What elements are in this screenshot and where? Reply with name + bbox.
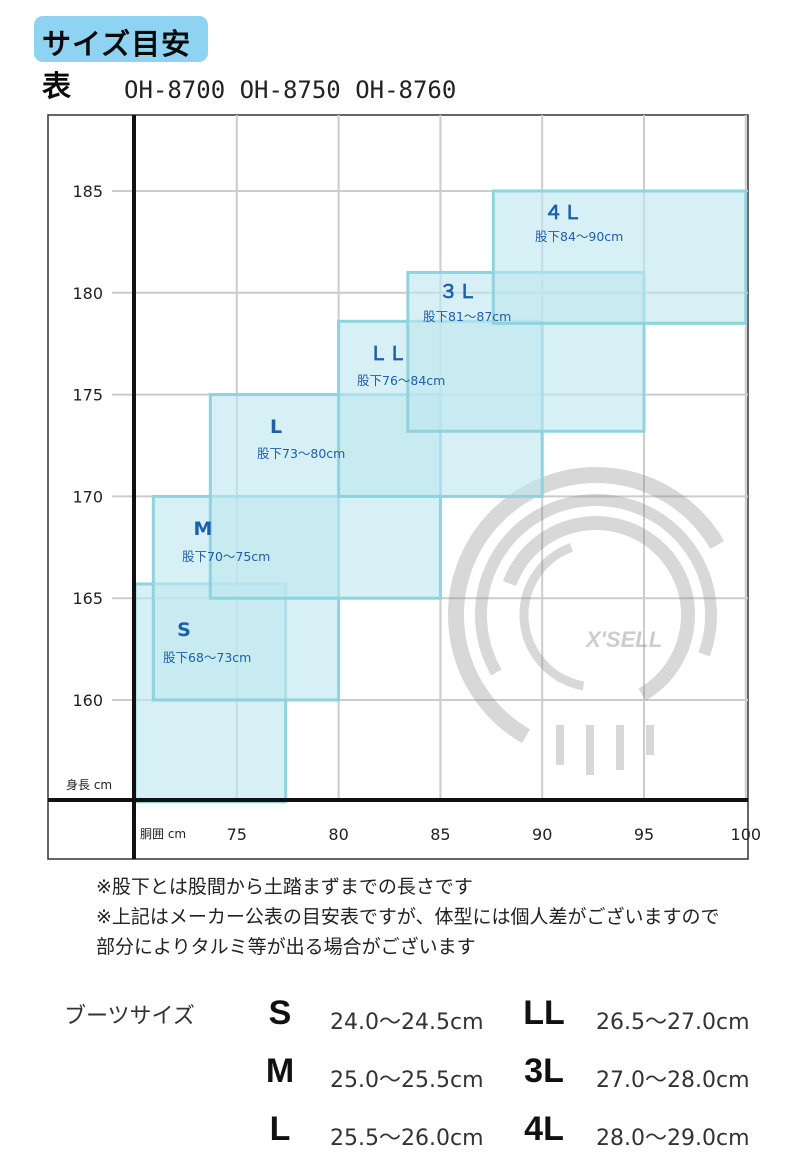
boots-size-ll: LL: [523, 994, 565, 1032]
page-title: サイズ目安表: [42, 27, 192, 103]
boots-size-3l: 3L: [524, 1052, 564, 1090]
x-tick-label: 90: [532, 825, 552, 844]
y-tick-label: 170: [72, 487, 103, 506]
inseam-label: 股下70～75cm: [182, 549, 270, 564]
watermark-arc-outer: [448, 467, 725, 744]
watermark-bar: [556, 725, 564, 765]
x-tick-label: 75: [227, 825, 247, 844]
size-label: ＬＬ: [369, 343, 407, 365]
y-tick-label: 160: [72, 691, 103, 710]
watermark-arc-mid: [475, 494, 717, 676]
boots-range-3l: 27.0～28.0cm: [596, 1068, 750, 1093]
boots-range-ll: 26.5～27.0cm: [596, 1010, 750, 1035]
size-label: ３Ｌ: [439, 281, 477, 303]
inseam-label: 股下76～84cm: [357, 373, 445, 388]
size-box-6: [491, 189, 748, 325]
note-line-2: ※上記はメーカー公表の目安表ですが、体型には個人差がございますので: [96, 906, 720, 928]
watermark-bar: [616, 725, 624, 770]
boots-size-m: M: [265, 1052, 295, 1090]
x-tick-label: 85: [430, 825, 450, 844]
inseam-label: 股下81～87cm: [423, 309, 511, 324]
watermark-bar: [646, 725, 654, 755]
boots-size-4l: 4L: [524, 1110, 564, 1148]
boots-range-m: 25.0～25.5cm: [330, 1068, 484, 1093]
size-label: S: [177, 619, 191, 641]
model-numbers: OH-8700 OH-8750 OH-8760: [124, 76, 457, 104]
boots-size-label: ブーツサイズ: [64, 1004, 195, 1029]
x-tick-label: 95: [634, 825, 654, 844]
inseam-label: 股下84～90cm: [535, 229, 623, 244]
watermark-arc-inner: [502, 516, 695, 701]
boots-range-l: 25.5～26.0cm: [330, 1126, 484, 1151]
y-tick-label: 185: [72, 182, 103, 201]
note-line-3: 部分によりタルミ等が出る場合がございます: [96, 936, 476, 958]
y-axis-title: 身長 cm: [66, 777, 112, 792]
note-line-1: ※股下とは股間から土踏まずまでの長さです: [96, 876, 473, 898]
x-tick-label: 100: [731, 825, 762, 844]
boots-range-s: 24.0～24.5cm: [330, 1010, 484, 1035]
boots-range-4l: 28.0～29.0cm: [596, 1126, 750, 1151]
y-tick-label: 165: [72, 589, 103, 608]
size-label: L: [270, 416, 282, 438]
size-label: M: [194, 518, 213, 540]
inseam-label: 股下68～73cm: [163, 650, 251, 665]
boots-size-s: S: [268, 994, 292, 1032]
boots-size-l: L: [269, 1110, 291, 1148]
watermark-arc-core: [519, 543, 585, 691]
size-label: ４Ｌ: [544, 202, 582, 224]
inseam-label: 股下73～80cm: [257, 446, 345, 461]
size-chart: X'SELL S 股下68～73cm M 股下70～75cm L 股下73～80cm ＬＬ 股下…: [47, 114, 762, 860]
watermark-text: X'SELL: [584, 627, 662, 652]
x-tick-label: 80: [328, 825, 348, 844]
title-badge: サイズ目安表: [34, 16, 208, 103]
x-axis-title: 胴囲 cm: [140, 827, 186, 841]
xsell-watermark-logo: X'SELL: [448, 467, 725, 775]
y-tick-label: 180: [72, 284, 103, 303]
y-tick-label: 175: [72, 386, 103, 405]
watermark-bar: [586, 725, 594, 775]
